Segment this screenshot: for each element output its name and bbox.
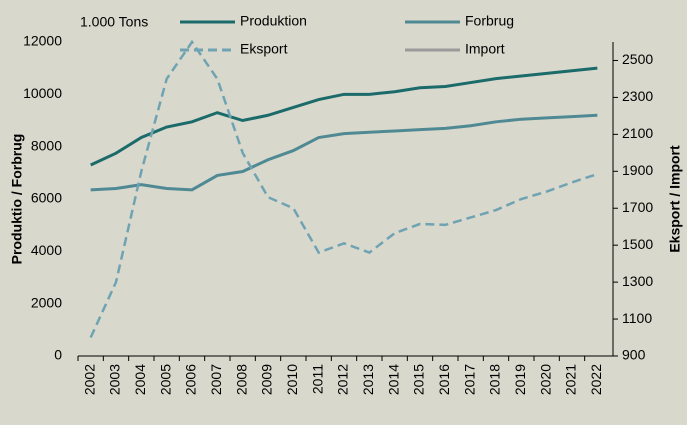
legend-label: Eksport (240, 41, 288, 57)
series-line (90, 113, 598, 192)
x-tick-label: 2007 (208, 364, 224, 395)
x-tick-label: 2008 (233, 364, 249, 395)
x-tick-label: 2016 (436, 364, 452, 395)
y-tick-label: 2000 (31, 294, 62, 310)
legend-label: Import (465, 41, 505, 57)
y2-tick-label: 1300 (622, 273, 653, 289)
y2-tick-label: 900 (622, 347, 646, 363)
x-tick-label: 2005 (157, 364, 173, 395)
x-tick-label: 2009 (259, 364, 275, 395)
x-tick-label: 2003 (107, 364, 123, 395)
y-axis-label: Produktio / Forbrug (9, 134, 25, 265)
x-tick-label: 2011 (309, 364, 325, 394)
y-tick-label: 4000 (31, 242, 62, 258)
x-tick-label: 2010 (284, 364, 300, 395)
x-tick-label: 2018 (487, 364, 503, 395)
x-tick-label: 2013 (360, 364, 376, 395)
y2-tick-label: 1100 (622, 310, 652, 326)
y2-tick-label: 2500 (622, 51, 653, 67)
x-tick-label: 2019 (512, 364, 528, 395)
x-tick-label: 2021 (563, 364, 579, 395)
series-line (90, 66, 598, 167)
legend-label: Forbrug (465, 13, 514, 29)
x-tick-label: 2012 (335, 364, 351, 395)
x-tick-label: 2017 (461, 364, 477, 395)
x-tick-label: 2014 (385, 364, 401, 395)
y-tick-label: 10000 (23, 85, 62, 101)
y2-tick-label: 1500 (622, 236, 653, 252)
y-tick-label: 6000 (31, 190, 62, 206)
y-tick-label: 8000 (31, 137, 62, 153)
x-tick-label: 2020 (537, 364, 553, 395)
y2-tick-label: 1900 (622, 162, 653, 178)
x-tick-label: 2004 (132, 364, 148, 395)
y-tick-label: 0 (54, 347, 62, 363)
y2-tick-label: 2100 (622, 125, 653, 141)
x-tick-label: 2006 (183, 364, 199, 395)
x-tick-label: 2002 (81, 364, 97, 395)
x-tick-label: 2015 (411, 364, 427, 395)
y2-axis-label: Eksport / Import (667, 145, 683, 253)
series-line (89, 39, 598, 339)
x-tick-label: 2022 (588, 364, 604, 395)
y-tick-label: 12000 (23, 33, 62, 49)
y2-tick-label: 2300 (622, 88, 653, 104)
annotation: 1.000 Tons (80, 14, 148, 30)
y2-tick-label: 1700 (622, 199, 653, 215)
legend-label: Produktion (240, 13, 307, 29)
